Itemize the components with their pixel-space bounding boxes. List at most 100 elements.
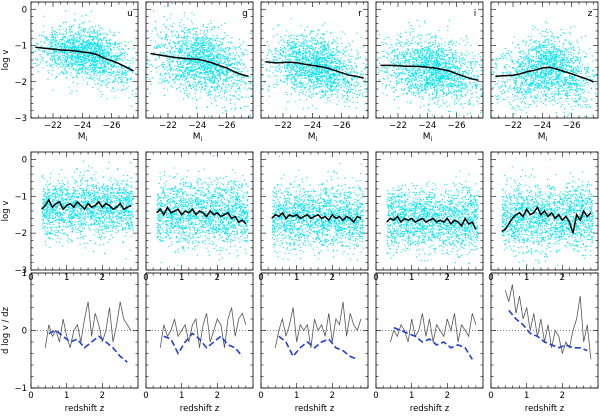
model-line-z [508,309,588,352]
x-axis-label-u: redshift z [65,404,105,414]
derivative-line-z [504,284,592,360]
x-tick-label: 1 [294,391,299,401]
y-tick-label: −2 [14,229,27,239]
band-label-r: r [358,9,362,19]
x-tick-label: −22 [159,121,177,131]
y-tick-label: 0 [22,5,27,15]
x-axis-label-r: Mi [308,132,318,143]
band-label-g: g [242,9,248,19]
y-axis-label-row3: d log v / dz [1,307,11,354]
x-tick-label: 0 [488,391,493,401]
x-tick-label: −24 [188,121,206,131]
x-tick-label: −22 [274,121,292,131]
lines-layer [31,46,598,363]
x-tick-label: −26 [218,121,236,131]
y-tick-label: −1 [14,192,27,202]
x-axis-label-z: Mi [538,132,548,143]
x-axis-label-subscript: i [545,135,547,143]
frames-layer [30,1,599,389]
y-tick-label: −1 [14,384,27,394]
x-tick-label: 2 [445,391,450,401]
x-tick-label: −24 [303,121,321,131]
x-tick-label: −26 [448,121,466,131]
x-axis-label-r: redshift z [295,404,335,414]
median-line-row2-z [501,205,592,234]
derivative-line-u [44,301,132,348]
x-tick-label: 2 [560,273,565,283]
model-line-g [163,332,243,357]
x-tick-label: 0 [143,273,148,283]
x-tick-label: −24 [418,121,436,131]
x-tick-label: −22 [389,121,407,131]
x-axis-label-i: Mi [423,132,433,143]
x-tick-label: −24 [73,121,91,131]
y-tick-label: −3 [14,266,27,276]
x-tick-label: −24 [533,121,551,131]
scatter-points-row1-z [491,21,598,118]
median-line-row1-g [150,52,249,78]
x-tick-label: −22 [44,121,62,131]
x-tick-label: −26 [333,121,351,131]
x-tick-label: −22 [504,121,522,131]
x-tick-label: 1 [179,391,184,401]
scatter-points-row2-g [156,155,249,269]
x-tick-label: 2 [445,273,450,283]
scatter-points-row1-i [376,19,483,118]
x-axis-label-subscript: i [315,135,317,143]
band-label-i: i [474,9,477,19]
x-tick-label: 0 [28,391,33,401]
model-line-i [393,326,473,360]
model-line-r [278,335,358,361]
y-tick-label: −1 [14,42,27,52]
x-axis-label-subscript: i [85,135,87,143]
x-tick-label: 1 [524,391,529,401]
x-axis-label-i: redshift z [410,404,450,414]
derivative-line-g [159,307,247,348]
x-tick-label: −26 [103,121,121,131]
scatter-points-row2-u [41,160,134,260]
x-tick-label: 0 [488,273,493,283]
x-axis-label-subscript: i [430,135,432,143]
y-tick-label: −3 [14,114,27,124]
x-tick-label: 0 [373,391,378,401]
scatter-points-row1-g [146,2,253,118]
scatter-layer [31,2,598,270]
x-tick-label: 2 [330,273,335,283]
x-axis-label-g: redshift z [180,404,220,414]
scatter-points-row2-r [271,155,364,270]
x-axis-label-g: Mi [193,132,203,143]
x-tick-label: 0 [28,273,33,283]
derivative-line-i [389,313,477,343]
band-label-u: u [127,9,133,19]
x-tick-label: 2 [560,391,565,401]
median-line-row2-g [156,205,247,225]
x-tick-label: 1 [409,273,414,283]
x-axis-label-subscript: i [200,135,202,143]
x-tick-label: 0 [143,391,148,401]
x-tick-label: 1 [64,391,69,401]
x-axis-label-u: Mi [78,132,88,143]
y-axis-label-row2: log v [1,201,11,222]
median-line-row1-u [35,46,134,72]
y-tick-label: 1 [22,269,27,279]
median-line-row1-z [495,66,594,83]
scatter-points-row1-r [261,18,368,111]
x-tick-label: 0 [373,273,378,283]
x-tick-label: 0 [258,391,263,401]
model-line-u [48,329,128,363]
x-tick-label: 0 [258,273,263,283]
x-tick-label: 1 [294,273,299,283]
median-line-row1-r [265,61,364,79]
x-tick-label: 1 [64,273,69,283]
x-tick-label: −26 [563,121,581,131]
y-tick-label: 0 [22,327,27,337]
band-label-z: z [588,9,593,19]
panel-frame-row1-z [490,1,599,119]
x-axis-label-z: redshift z [525,404,565,414]
x-tick-label: 2 [215,391,220,401]
x-tick-label: 2 [100,391,105,401]
x-tick-label: 2 [100,273,105,283]
median-line-row2-i [386,215,477,230]
